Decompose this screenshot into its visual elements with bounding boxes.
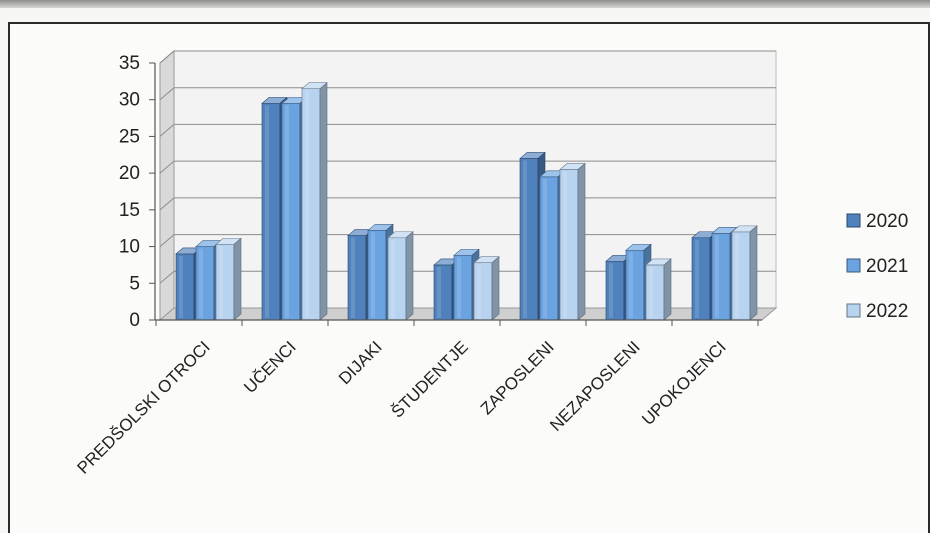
bar-highlight	[649, 266, 653, 318]
x-category-label: NEZAPOSLENI	[546, 337, 644, 435]
bar-front	[347, 235, 367, 321]
x-category-label: UPOKOJENCI	[638, 337, 730, 429]
bar-front	[731, 231, 751, 321]
bar-highlight	[715, 235, 719, 318]
y-tick-labels: 0 5 10 15 20 25 30 35	[119, 53, 140, 331]
top-border-line	[0, 0, 930, 8]
legend-label: 2022	[866, 301, 908, 322]
gridline-side	[159, 87, 175, 101]
gridline-side	[159, 270, 175, 284]
y-tick-label: 0	[129, 310, 140, 331]
bar-highlight	[609, 263, 613, 318]
bar	[559, 162, 586, 321]
legend-label: 2020	[866, 211, 908, 232]
legend-swatch	[846, 213, 861, 228]
bar-front	[625, 249, 645, 321]
legend-label: 2021	[866, 256, 908, 277]
bar-front	[559, 169, 579, 321]
x-category-label: ZAPOSLENI	[477, 337, 558, 418]
bar-front	[453, 255, 473, 321]
bar-front	[473, 262, 493, 321]
y-tick-label: 10	[119, 237, 140, 258]
bar-highlight	[543, 178, 547, 318]
bar-highlight	[391, 239, 395, 318]
gridline-side	[159, 160, 175, 174]
bar-highlight	[563, 171, 567, 318]
bar-highlight	[457, 257, 461, 318]
bar-highlight	[437, 266, 441, 318]
legend-item: 2022	[846, 301, 908, 322]
legend-item: 2020	[846, 211, 908, 232]
y-tick-label: 20	[119, 163, 140, 184]
bar-front	[367, 230, 387, 321]
bar-highlight	[629, 252, 633, 318]
gridline-side	[159, 124, 175, 137]
bar-side	[663, 258, 672, 321]
legend: 2020 2021 2022	[846, 211, 908, 322]
x-category-label: DIJAKI	[335, 337, 386, 388]
bar-highlight	[199, 248, 203, 318]
y-tick-label: 30	[119, 90, 140, 111]
bar-front	[281, 103, 301, 321]
bar-side	[405, 231, 414, 321]
bar-front	[215, 244, 235, 321]
bar	[473, 256, 500, 321]
legend-item: 2021	[846, 256, 908, 277]
bar	[215, 237, 242, 321]
y-tick-label: 25	[119, 126, 140, 147]
bar	[731, 225, 758, 321]
bar-highlight	[735, 233, 739, 318]
bar-highlight	[305, 90, 309, 318]
bar-side	[319, 82, 328, 321]
x-category-label: UČENCI	[240, 337, 300, 397]
bar-side	[233, 237, 242, 321]
legend-swatch	[846, 303, 861, 318]
bar-side	[577, 162, 586, 321]
bar-front	[605, 260, 625, 321]
bar-front	[301, 88, 321, 321]
y-tick-label: 35	[119, 53, 140, 74]
bar-highlight	[695, 239, 699, 318]
bar-side	[491, 256, 500, 321]
y-tick-label: 5	[129, 273, 140, 294]
bar-front	[691, 237, 711, 321]
gridline-side	[159, 197, 175, 211]
bar-front	[175, 253, 195, 321]
bars	[175, 82, 758, 321]
x-category-label: PREDŠOLSKI OTROCI	[73, 337, 213, 477]
bar-highlight	[477, 264, 481, 318]
bar-front	[195, 246, 215, 321]
y-tick-label: 15	[119, 200, 140, 221]
bar-front	[645, 264, 665, 321]
bar-highlight	[285, 105, 289, 318]
bar-highlight	[523, 160, 527, 318]
bar-highlight	[219, 246, 223, 318]
bar	[301, 82, 328, 321]
bar-highlight	[371, 232, 375, 318]
bar-highlight	[179, 255, 183, 318]
side-wall	[159, 49, 175, 322]
bar-highlight	[351, 237, 355, 318]
bar-front	[519, 158, 539, 321]
bar-side	[749, 225, 758, 321]
x-tick-labels: PREDŠOLSKI OTROCI UČENCI DIJAKI ŠTUDENTJE ZA…	[73, 337, 729, 477]
bar-front	[711, 233, 731, 321]
bar-front	[433, 264, 453, 321]
gridline-side	[159, 234, 175, 247]
bar-front	[261, 103, 281, 321]
axes	[149, 62, 762, 326]
bar-front	[539, 176, 559, 321]
bar	[387, 231, 414, 321]
bar	[645, 258, 672, 321]
bar-highlight	[265, 105, 269, 318]
bar-front	[387, 237, 407, 321]
x-category-label: ŠTUDENTJE	[388, 337, 472, 421]
legend-swatch	[846, 258, 861, 273]
gridline-side	[159, 50, 175, 64]
